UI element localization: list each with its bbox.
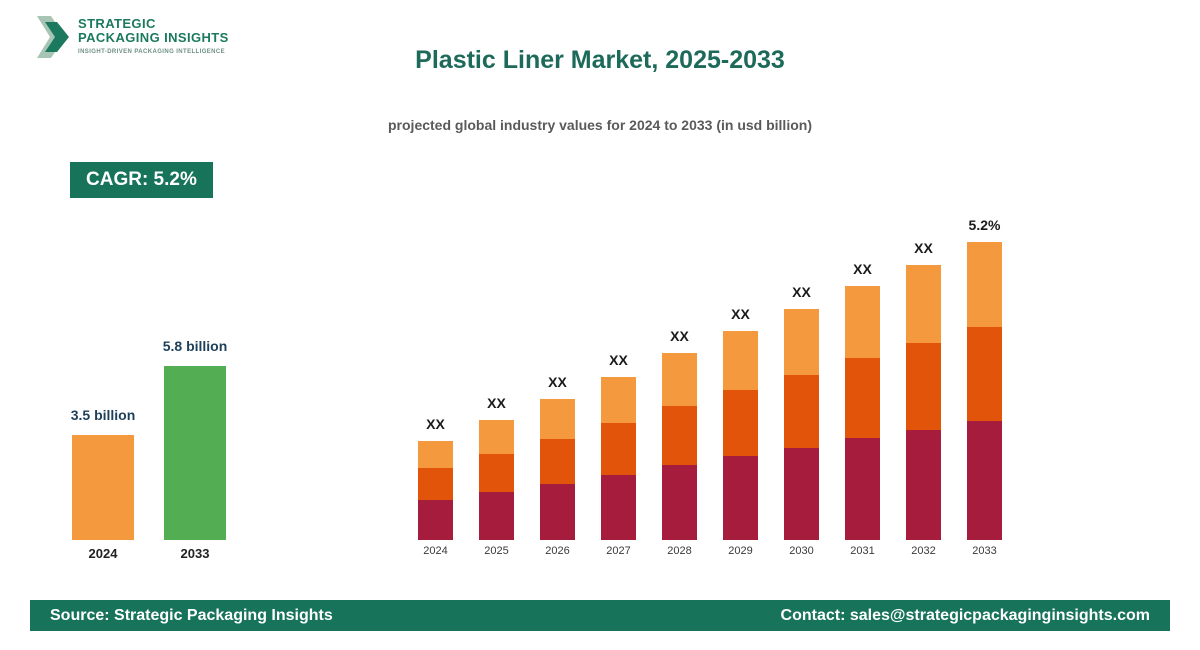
bar-segment-segment-bottom [784, 448, 819, 540]
comparison-bar-group: 3.5 billion 2024 [70, 407, 136, 564]
x-axis-label: 2026 [545, 545, 570, 557]
bar-segment-segment-middle [540, 439, 575, 484]
stacked-bar-group: XX 2027 [601, 352, 636, 559]
stacked-bar [784, 309, 819, 540]
logo-tagline: INSIGHT-DRIVEN PACKAGING INTELLIGENCE [78, 49, 226, 56]
stacked-bar [540, 399, 575, 540]
bar [72, 435, 134, 540]
bar-segment-segment-middle [906, 343, 941, 430]
x-axis-label: 2033 [972, 545, 997, 557]
comparison-bar-chart: 3.5 billion 2024 5.8 billion 2033 [70, 318, 228, 564]
bar-segment-segment-top [967, 242, 1002, 327]
stacked-bar [845, 286, 880, 540]
bar-segment-segment-bottom [418, 500, 453, 540]
page-title: Plastic Liner Market, 2025-2033 [415, 46, 785, 74]
bar-segment-segment-middle [662, 406, 697, 465]
bar-segment-segment-top [784, 309, 819, 375]
bar-segment-segment-top [418, 441, 453, 468]
bar-segment-segment-middle [723, 390, 758, 456]
logo-line1: STRATEGIC [78, 16, 156, 31]
bar-segment-segment-bottom [906, 430, 941, 540]
bar-value-label: 5.2% [968, 217, 1001, 233]
stacked-bar [479, 420, 514, 540]
bar-value-label: XX [548, 374, 567, 390]
footer-source: Source: Strategic Packaging Insights [50, 606, 333, 624]
stacked-bar-group: XX 2029 [723, 306, 758, 559]
bar-segment-segment-top [479, 420, 514, 454]
footer-contact: Contact: sales@strategicpackaginginsight… [780, 606, 1150, 624]
bar-segment-segment-top [662, 353, 697, 406]
bar-segment-segment-top [723, 331, 758, 390]
bar-segment-segment-top [601, 377, 636, 423]
x-axis-label: 2024 [423, 545, 448, 557]
bar-value-label: XX [792, 284, 811, 300]
bar-segment-segment-middle [784, 375, 819, 448]
bar-segment-segment-top [906, 265, 941, 343]
stacked-bar-group: 5.2% 2033 [967, 217, 1002, 559]
bar-value-label: XX [731, 306, 750, 322]
x-axis-label: 2027 [606, 545, 631, 557]
stacked-bar-chart: XX 2024 XX 2025 XX 2026 XX 2027 XX 2028 XX 2029 XX 20… [418, 200, 1002, 559]
stacked-bar [906, 265, 941, 540]
x-axis-label: 2030 [789, 545, 814, 557]
x-axis-label: 2024 [88, 546, 118, 561]
stacked-bar-group: XX 2026 [540, 374, 575, 559]
bar-segment-segment-middle [601, 423, 636, 475]
stacked-bar [662, 353, 697, 540]
x-axis-label: 2029 [728, 545, 753, 557]
bar-segment-segment-bottom [967, 421, 1002, 540]
bar-segment-segment-middle [479, 454, 514, 492]
bar [164, 366, 226, 540]
logo-chevron-icon [35, 14, 71, 65]
stacked-bar-group: XX 2031 [845, 261, 880, 559]
x-axis-label: 2025 [484, 545, 509, 557]
bar-value-label: 3.5 billion [70, 407, 136, 423]
x-axis-label: 2031 [850, 545, 875, 557]
bar-segment-segment-bottom [540, 484, 575, 540]
bar-segment-segment-bottom [662, 465, 697, 540]
stacked-bar [723, 331, 758, 540]
logo-line2: PACKAGING INSIGHTS [78, 29, 229, 45]
bar-segment-segment-top [540, 399, 575, 439]
bar-segment-segment-middle [418, 468, 453, 500]
bar-value-label: 5.8 billion [162, 338, 228, 354]
bar-segment-segment-bottom [479, 492, 514, 540]
bar-value-label: XX [670, 328, 689, 344]
bar-segment-segment-middle [845, 358, 880, 438]
page-subtitle: projected global industry values for 202… [388, 117, 812, 133]
bar-segment-segment-middle [967, 327, 1002, 421]
x-axis-label: 2032 [911, 545, 936, 557]
x-axis-label: 2028 [667, 545, 692, 557]
bar-value-label: XX [487, 395, 506, 411]
stacked-bar [418, 441, 453, 540]
bar-value-label: XX [426, 416, 445, 432]
bar-value-label: XX [609, 352, 628, 368]
stacked-bar-group: XX 2030 [784, 284, 819, 559]
stacked-bar-group: XX 2028 [662, 328, 697, 559]
stacked-bar [601, 377, 636, 540]
bar-segment-segment-top [845, 286, 880, 358]
comparison-bar-group: 5.8 billion 2033 [162, 338, 228, 564]
stacked-bar-group: XX 2025 [479, 395, 514, 559]
stacked-bar-group: XX 2024 [418, 416, 453, 559]
bar-segment-segment-bottom [601, 475, 636, 540]
stacked-bar [967, 242, 1002, 540]
brand-logo: STRATEGIC PACKAGING INSIGHTS INSIGHT-DRI… [35, 14, 229, 65]
bar-value-label: XX [914, 240, 933, 256]
bar-value-label: XX [853, 261, 872, 277]
footer-bar: Source: Strategic Packaging Insights Con… [30, 600, 1170, 631]
bar-segment-segment-bottom [723, 456, 758, 540]
stacked-bar-group: XX 2032 [906, 240, 941, 559]
cagr-badge: CAGR: 5.2% [70, 162, 213, 198]
bar-segment-segment-bottom [845, 438, 880, 540]
x-axis-label: 2033 [180, 546, 210, 561]
